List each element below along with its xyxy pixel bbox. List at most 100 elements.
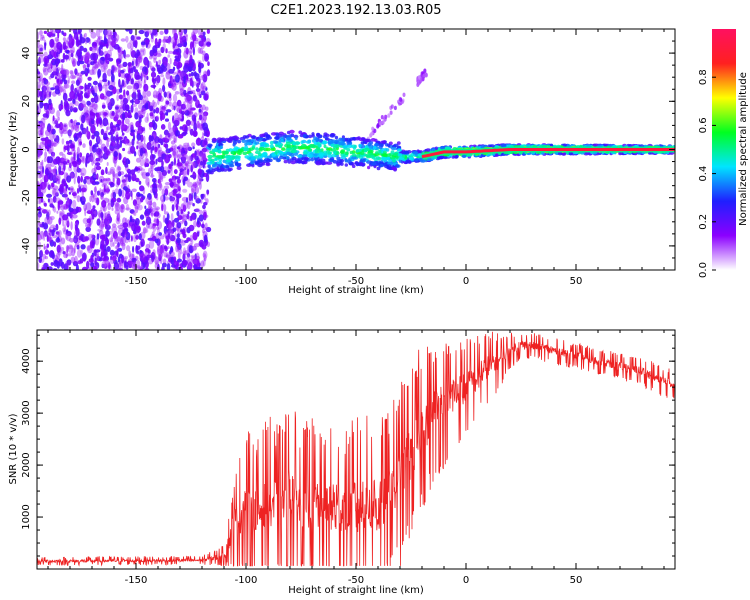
noise-blob [58, 231, 60, 237]
noise-blob [96, 112, 100, 121]
noise-blob [94, 63, 99, 70]
noise-blob [157, 178, 161, 184]
noise-blob [198, 262, 201, 267]
signal-blob [315, 138, 319, 143]
noise-blob [157, 138, 163, 144]
noise-blob [37, 229, 41, 237]
noise-blob [192, 203, 195, 207]
noise-blob [125, 207, 131, 211]
noise-blob [71, 75, 77, 79]
noise-blob [182, 170, 187, 178]
noise-blob [190, 71, 194, 77]
noise-blob [150, 164, 154, 172]
noise-blob [56, 244, 61, 253]
noise-blob [120, 205, 124, 213]
noise-blob [93, 211, 97, 215]
noise-blob [145, 101, 149, 110]
noise-blob [41, 139, 47, 145]
noise-blob [124, 73, 130, 79]
noise-blob [164, 137, 168, 143]
noise-blob [116, 213, 121, 223]
noise-blob [179, 91, 184, 96]
noise-blob [104, 224, 111, 231]
noise-blob [102, 109, 105, 118]
noise-blob [179, 82, 183, 91]
noise-blob [136, 145, 139, 150]
noise-blob [162, 43, 166, 50]
noise-blob [43, 51, 48, 59]
noise-blob [42, 77, 47, 81]
noise-blob [69, 186, 74, 191]
noise-blob [117, 256, 121, 263]
noise-blob [91, 101, 96, 107]
noise-blob [63, 162, 66, 171]
noise-blob [154, 256, 159, 265]
branch-blob [422, 73, 426, 79]
noise-blob [43, 202, 47, 207]
noise-blob [103, 217, 110, 227]
noise-blob [144, 205, 147, 210]
branch-blob [380, 115, 384, 120]
noise-blob [159, 245, 163, 254]
noise-blob [37, 151, 42, 159]
noise-blob [157, 98, 160, 106]
y-tick-label: 0 [21, 146, 32, 152]
colorbar-tick-label: 0.2 [698, 214, 709, 230]
noise-blob [155, 232, 160, 240]
signal-blob [225, 158, 232, 163]
noise-blob [84, 32, 87, 38]
noise-blob [110, 42, 117, 47]
noise-blob [80, 103, 86, 108]
noise-blob [93, 186, 97, 193]
signal-blob [403, 150, 407, 155]
noise-blob [50, 102, 53, 111]
noise-blob [130, 44, 134, 50]
noise-blob [203, 211, 207, 221]
noise-blob [134, 205, 139, 214]
noise-blob [69, 105, 73, 113]
noise-blob [67, 244, 74, 250]
noise-blob [45, 163, 52, 169]
noise-blob [116, 94, 120, 102]
noise-blob [177, 186, 181, 192]
noise-blob [37, 89, 40, 98]
noise-blob [59, 162, 64, 166]
noise-blob [167, 233, 171, 238]
noise-blob [203, 258, 206, 267]
noise-blob [66, 129, 73, 135]
signal-blob [392, 167, 398, 171]
noise-blob [192, 256, 195, 263]
noise-blob [193, 37, 199, 42]
noise-blob [109, 249, 115, 256]
noise-blob [105, 229, 110, 237]
signal-blob [331, 153, 336, 158]
noise-blob [105, 188, 110, 193]
noise-blob [50, 151, 56, 157]
noise-blob [55, 156, 61, 165]
noise-blob [156, 248, 163, 256]
noise-blob [171, 204, 175, 212]
noise-blob [70, 45, 75, 55]
noise-blob [41, 159, 44, 168]
noise-blob [37, 200, 41, 205]
signal-blob [281, 147, 286, 151]
noise-blob [183, 247, 186, 255]
noise-blob [84, 114, 91, 122]
signal-blob [313, 153, 318, 157]
signal-blob [405, 160, 409, 164]
noise-blob [67, 199, 71, 205]
noise-blob [177, 43, 183, 48]
noise-blob [61, 193, 68, 198]
noise-blob [181, 85, 185, 92]
noise-blob [177, 258, 182, 263]
noise-blob [173, 119, 180, 127]
signal-blob [234, 136, 240, 141]
noise-blob [62, 214, 69, 221]
noise-blob [111, 73, 115, 83]
noise-blob [130, 93, 136, 98]
noise-blob [41, 209, 48, 214]
noise-blob [153, 146, 158, 155]
noise-blob [43, 243, 46, 250]
noise-blob [106, 185, 109, 194]
noise-blob [119, 139, 123, 148]
